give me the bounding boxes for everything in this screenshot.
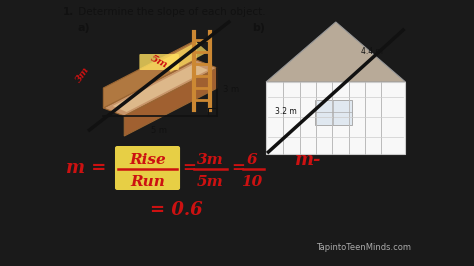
- Polygon shape: [103, 60, 217, 116]
- Bar: [266, 82, 405, 154]
- Text: Rise: Rise: [129, 153, 166, 167]
- Text: 3.2 m: 3.2 m: [275, 107, 297, 117]
- Text: 3 m: 3 m: [223, 85, 239, 94]
- Polygon shape: [103, 40, 196, 108]
- Text: 3m: 3m: [74, 65, 91, 85]
- FancyBboxPatch shape: [139, 54, 179, 70]
- Text: 6: 6: [247, 153, 257, 167]
- Polygon shape: [266, 22, 405, 82]
- Polygon shape: [159, 42, 208, 72]
- Polygon shape: [113, 64, 208, 112]
- Polygon shape: [124, 68, 217, 136]
- Text: 3m: 3m: [197, 153, 224, 167]
- Text: 5m: 5m: [149, 54, 169, 70]
- Text: 4.4 m: 4.4 m: [361, 48, 383, 56]
- Bar: [315, 100, 352, 125]
- Text: =: =: [182, 160, 196, 177]
- Text: 10: 10: [241, 175, 263, 189]
- Text: =: =: [231, 160, 245, 177]
- Text: a): a): [78, 23, 91, 33]
- Text: 5 m: 5 m: [151, 126, 167, 135]
- Text: TapintoTeenMinds.com: TapintoTeenMinds.com: [316, 243, 411, 252]
- Text: 1.: 1.: [63, 7, 74, 17]
- Text: Run: Run: [130, 175, 165, 189]
- Text: Determine the slope of each object.: Determine the slope of each object.: [75, 7, 266, 17]
- Text: = 0.6: = 0.6: [150, 201, 202, 219]
- Text: m-: m-: [295, 151, 321, 169]
- FancyBboxPatch shape: [115, 146, 180, 190]
- Text: b): b): [252, 23, 265, 33]
- Text: 5m: 5m: [197, 175, 224, 189]
- Text: m =: m =: [66, 159, 107, 177]
